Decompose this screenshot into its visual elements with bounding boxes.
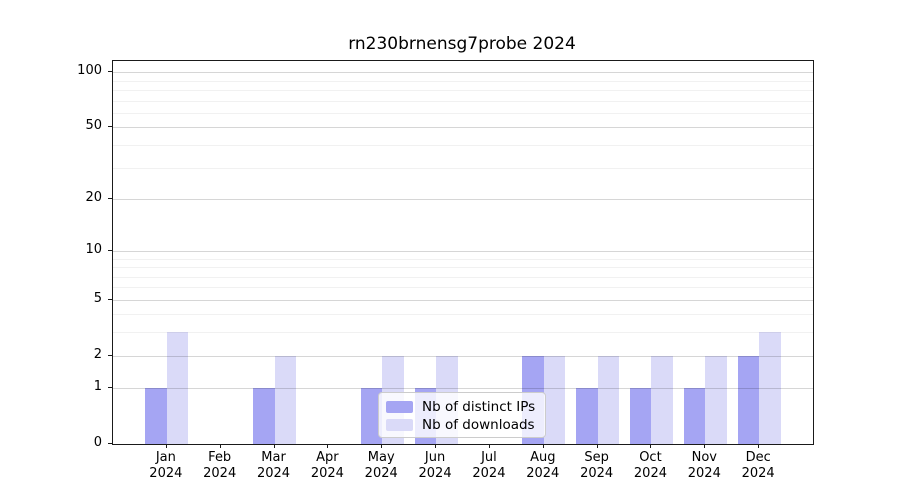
x-tick-mark (650, 444, 652, 448)
y-tick-label: 1 (93, 379, 102, 395)
bar-downloads (274, 355, 297, 444)
x-tick-mark (542, 444, 544, 448)
grid-line-minor (113, 332, 813, 334)
x-tick-mark (273, 444, 275, 448)
x-tick-label: Oct 2024 (633, 450, 667, 481)
y-tick-mark (108, 387, 113, 389)
bar-distinct-ips (360, 388, 383, 444)
y-tick-label: 2 (93, 346, 102, 362)
x-tick-label: May 2024 (364, 450, 398, 481)
grid-line-major (113, 388, 813, 390)
bar-distinct-ips (737, 355, 760, 444)
x-tick-mark (165, 444, 167, 448)
x-tick-mark (381, 444, 383, 448)
legend: Nb of distinct IPs Nb of downloads (378, 392, 546, 438)
bar-downloads (166, 332, 189, 444)
bar-distinct-ips (576, 388, 598, 444)
bar-distinct-ips (253, 388, 275, 444)
legend-label-downloads: Nb of downloads (422, 417, 535, 433)
x-tick-mark (596, 444, 598, 448)
grid-line-minor (113, 267, 813, 269)
y-tick-mark (108, 354, 113, 356)
y-tick-mark (108, 71, 113, 73)
bar-downloads (543, 355, 566, 444)
y-tick-label: 5 (93, 290, 102, 306)
grid-line-major (113, 250, 813, 252)
legend-row-downloads: Nb of downloads (386, 417, 537, 433)
y-tick-label: 10 (85, 241, 102, 257)
legend-label-distinct-ips: Nb of distinct IPs (422, 399, 536, 415)
grid-line-major (113, 72, 813, 74)
x-tick-label: Feb 2024 (203, 450, 237, 481)
x-tick-label: Sep 2024 (580, 450, 614, 481)
y-tick-label: 20 (85, 189, 102, 205)
x-tick-label: Jun 2024 (418, 450, 452, 481)
bar-downloads (759, 332, 781, 444)
grid-line-minor (113, 80, 813, 82)
y-tick-label: 50 (85, 118, 102, 134)
grid-line-minor (113, 276, 813, 278)
grid-line-minor (113, 287, 813, 289)
grid-line-minor (113, 314, 813, 316)
y-tick-mark (108, 249, 113, 251)
grid-line-minor (113, 90, 813, 92)
x-tick-label: Jul 2024 (472, 450, 506, 481)
y-tick-label: 100 (77, 63, 102, 79)
grid-line-major (113, 198, 813, 200)
chart-title: rn230brnensg7probe 2024 (348, 34, 576, 54)
y-tick-mark (108, 298, 113, 300)
x-tick-label: Jan 2024 (149, 450, 183, 481)
y-tick-label: 0 (93, 435, 102, 450)
grid-line-major (113, 127, 813, 129)
bar-downloads (705, 355, 727, 444)
legend-row-distinct-ips: Nb of distinct IPs (386, 399, 537, 415)
x-tick-label: Aug 2024 (526, 450, 560, 481)
y-tick-mark (108, 197, 113, 199)
x-tick-label: Apr 2024 (310, 450, 344, 481)
x-tick-mark (758, 444, 760, 448)
x-tick-label: Nov 2024 (687, 450, 721, 481)
bar-distinct-ips (629, 388, 652, 444)
x-tick-label: Mar 2024 (256, 450, 291, 481)
y-tick-mark (108, 126, 113, 128)
grid-line-minor (113, 113, 813, 115)
grid-line-minor (113, 167, 813, 169)
grid-line-major (113, 355, 813, 357)
x-tick-mark (488, 444, 490, 448)
bar-downloads (597, 355, 620, 444)
grid-line-minor (113, 145, 813, 147)
x-tick-label: Dec 2024 (741, 450, 775, 481)
x-tick-mark (704, 444, 706, 448)
legend-swatch-distinct-ips (386, 401, 413, 413)
grid-line-minor (113, 100, 813, 102)
plot-area (112, 60, 814, 445)
bar-downloads (651, 355, 673, 444)
y-tick-mark (108, 443, 113, 444)
grid-line-major (113, 299, 813, 301)
legend-swatch-downloads (386, 419, 413, 431)
x-tick-mark (219, 444, 221, 448)
x-tick-mark (435, 444, 437, 448)
bar-distinct-ips (683, 388, 706, 444)
grid-line-minor (113, 258, 813, 260)
bar-distinct-ips (145, 388, 167, 444)
x-tick-mark (327, 444, 329, 448)
